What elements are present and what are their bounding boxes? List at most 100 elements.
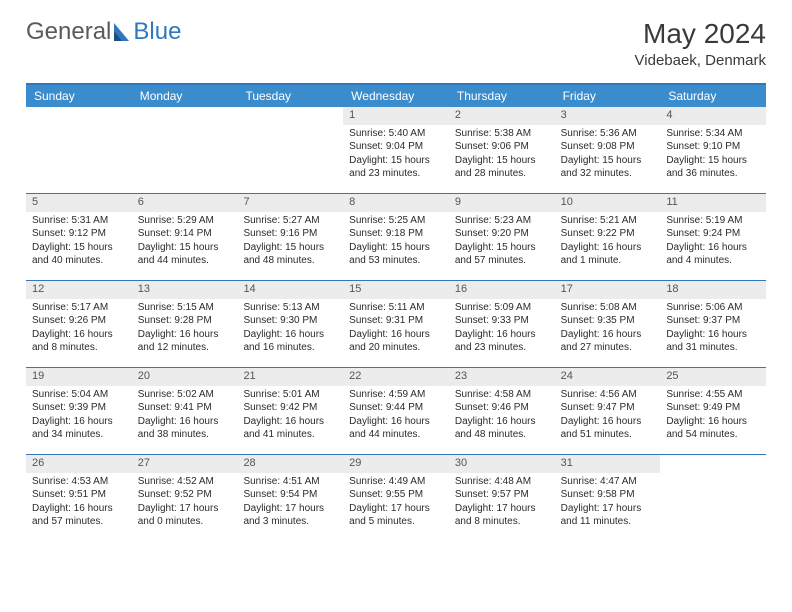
daylight-line1: Daylight: 16 hours bbox=[243, 416, 337, 429]
daylight-line1: Daylight: 15 hours bbox=[138, 242, 232, 255]
calendar-day-cell: 20Sunrise: 5:02 AMSunset: 9:41 PMDayligh… bbox=[132, 368, 238, 454]
month-title: May 2024 bbox=[635, 18, 766, 50]
daylight-line1: Daylight: 15 hours bbox=[455, 155, 549, 168]
calendar-day-cell: 21Sunrise: 5:01 AMSunset: 9:42 PMDayligh… bbox=[237, 368, 343, 454]
day-details: Sunrise: 5:19 AMSunset: 9:24 PMDaylight:… bbox=[660, 212, 766, 273]
daylight-line1: Daylight: 17 hours bbox=[243, 503, 337, 516]
daylight-line2: and 57 minutes. bbox=[32, 516, 126, 529]
sunset-text: Sunset: 9:12 PM bbox=[32, 228, 126, 241]
day-details: Sunrise: 5:09 AMSunset: 9:33 PMDaylight:… bbox=[449, 299, 555, 360]
sunrise-text: Sunrise: 5:09 AM bbox=[455, 302, 549, 315]
daylight-line1: Daylight: 16 hours bbox=[666, 329, 760, 342]
day-number: 26 bbox=[26, 455, 132, 473]
sunrise-text: Sunrise: 4:51 AM bbox=[243, 476, 337, 489]
sunrise-text: Sunrise: 5:29 AM bbox=[138, 215, 232, 228]
sunrise-text: Sunrise: 5:40 AM bbox=[349, 128, 443, 141]
day-details: Sunrise: 5:11 AMSunset: 9:31 PMDaylight:… bbox=[343, 299, 449, 360]
sunrise-text: Sunrise: 5:13 AM bbox=[243, 302, 337, 315]
sunrise-text: Sunrise: 5:02 AM bbox=[138, 389, 232, 402]
sunrise-text: Sunrise: 4:48 AM bbox=[455, 476, 549, 489]
daylight-line2: and 5 minutes. bbox=[349, 516, 443, 529]
sunset-text: Sunset: 9:24 PM bbox=[666, 228, 760, 241]
sunrise-text: Sunrise: 5:15 AM bbox=[138, 302, 232, 315]
weekday-header: Tuesday bbox=[237, 85, 343, 107]
day-number: 11 bbox=[660, 194, 766, 212]
day-number: 14 bbox=[237, 281, 343, 299]
sunrise-text: Sunrise: 4:47 AM bbox=[561, 476, 655, 489]
sunset-text: Sunset: 9:37 PM bbox=[666, 315, 760, 328]
title-block: May 2024 Videbaek, Denmark bbox=[635, 18, 766, 69]
sunset-text: Sunset: 9:28 PM bbox=[138, 315, 232, 328]
calendar: SundayMondayTuesdayWednesdayThursdayFrid… bbox=[26, 83, 766, 541]
sunrise-text: Sunrise: 4:55 AM bbox=[666, 389, 760, 402]
daylight-line1: Daylight: 15 hours bbox=[455, 242, 549, 255]
daylight-line1: Daylight: 16 hours bbox=[561, 329, 655, 342]
day-number: 4 bbox=[660, 107, 766, 125]
day-details: Sunrise: 5:15 AMSunset: 9:28 PMDaylight:… bbox=[132, 299, 238, 360]
daylight-line2: and 32 minutes. bbox=[561, 168, 655, 181]
calendar-week-row: 5Sunrise: 5:31 AMSunset: 9:12 PMDaylight… bbox=[26, 193, 766, 280]
day-number: 5 bbox=[26, 194, 132, 212]
sunrise-text: Sunrise: 5:17 AM bbox=[32, 302, 126, 315]
sunrise-text: Sunrise: 5:11 AM bbox=[349, 302, 443, 315]
daylight-line2: and 38 minutes. bbox=[138, 429, 232, 442]
sunset-text: Sunset: 9:20 PM bbox=[455, 228, 549, 241]
sunset-text: Sunset: 9:14 PM bbox=[138, 228, 232, 241]
calendar-day-cell: 1Sunrise: 5:40 AMSunset: 9:04 PMDaylight… bbox=[343, 107, 449, 193]
daylight-line1: Daylight: 16 hours bbox=[349, 329, 443, 342]
calendar-day-cell: 11Sunrise: 5:19 AMSunset: 9:24 PMDayligh… bbox=[660, 194, 766, 280]
daylight-line1: Daylight: 16 hours bbox=[561, 416, 655, 429]
day-details: Sunrise: 5:08 AMSunset: 9:35 PMDaylight:… bbox=[555, 299, 661, 360]
calendar-day-cell: 5Sunrise: 5:31 AMSunset: 9:12 PMDaylight… bbox=[26, 194, 132, 280]
sunrise-text: Sunrise: 4:52 AM bbox=[138, 476, 232, 489]
sunrise-text: Sunrise: 5:04 AM bbox=[32, 389, 126, 402]
day-details: Sunrise: 4:52 AMSunset: 9:52 PMDaylight:… bbox=[132, 473, 238, 534]
sunset-text: Sunset: 9:35 PM bbox=[561, 315, 655, 328]
sunset-text: Sunset: 9:16 PM bbox=[243, 228, 337, 241]
day-number: 7 bbox=[237, 194, 343, 212]
weekday-header: Sunday bbox=[26, 85, 132, 107]
day-number: 22 bbox=[343, 368, 449, 386]
day-number: 1 bbox=[343, 107, 449, 125]
day-details: Sunrise: 5:29 AMSunset: 9:14 PMDaylight:… bbox=[132, 212, 238, 273]
day-details: Sunrise: 4:55 AMSunset: 9:49 PMDaylight:… bbox=[660, 386, 766, 447]
day-number: 31 bbox=[555, 455, 661, 473]
day-details: Sunrise: 5:21 AMSunset: 9:22 PMDaylight:… bbox=[555, 212, 661, 273]
daylight-line2: and 51 minutes. bbox=[561, 429, 655, 442]
brand-blue: Blue bbox=[133, 18, 181, 46]
day-details: Sunrise: 5:38 AMSunset: 9:06 PMDaylight:… bbox=[449, 125, 555, 186]
sunrise-text: Sunrise: 5:19 AM bbox=[666, 215, 760, 228]
daylight-line2: and 54 minutes. bbox=[666, 429, 760, 442]
day-number: 24 bbox=[555, 368, 661, 386]
sunrise-text: Sunrise: 5:34 AM bbox=[666, 128, 760, 141]
sunset-text: Sunset: 9:10 PM bbox=[666, 141, 760, 154]
sunset-text: Sunset: 9:08 PM bbox=[561, 141, 655, 154]
daylight-line1: Daylight: 16 hours bbox=[349, 416, 443, 429]
calendar-day-cell: 15Sunrise: 5:11 AMSunset: 9:31 PMDayligh… bbox=[343, 281, 449, 367]
daylight-line1: Daylight: 16 hours bbox=[455, 329, 549, 342]
daylight-line2: and 28 minutes. bbox=[455, 168, 549, 181]
daylight-line2: and 23 minutes. bbox=[349, 168, 443, 181]
daylight-line2: and 44 minutes. bbox=[349, 429, 443, 442]
calendar-day-cell: 24Sunrise: 4:56 AMSunset: 9:47 PMDayligh… bbox=[555, 368, 661, 454]
weekday-header: Friday bbox=[555, 85, 661, 107]
daylight-line2: and 36 minutes. bbox=[666, 168, 760, 181]
daylight-line2: and 48 minutes. bbox=[455, 429, 549, 442]
calendar-day-cell: 9Sunrise: 5:23 AMSunset: 9:20 PMDaylight… bbox=[449, 194, 555, 280]
daylight-line2: and 23 minutes. bbox=[455, 342, 549, 355]
brand-sail-icon bbox=[113, 21, 131, 43]
weekday-header: Monday bbox=[132, 85, 238, 107]
sunrise-text: Sunrise: 4:49 AM bbox=[349, 476, 443, 489]
day-number: 29 bbox=[343, 455, 449, 473]
calendar-day-cell: 29Sunrise: 4:49 AMSunset: 9:55 PMDayligh… bbox=[343, 455, 449, 541]
sunset-text: Sunset: 9:39 PM bbox=[32, 402, 126, 415]
daylight-line2: and 8 minutes. bbox=[32, 342, 126, 355]
daylight-line2: and 41 minutes. bbox=[243, 429, 337, 442]
day-details: Sunrise: 5:01 AMSunset: 9:42 PMDaylight:… bbox=[237, 386, 343, 447]
sunset-text: Sunset: 9:22 PM bbox=[561, 228, 655, 241]
day-number: 23 bbox=[449, 368, 555, 386]
calendar-day-cell: 27Sunrise: 4:52 AMSunset: 9:52 PMDayligh… bbox=[132, 455, 238, 541]
day-details: Sunrise: 4:48 AMSunset: 9:57 PMDaylight:… bbox=[449, 473, 555, 534]
sunset-text: Sunset: 9:26 PM bbox=[32, 315, 126, 328]
day-number: 13 bbox=[132, 281, 238, 299]
